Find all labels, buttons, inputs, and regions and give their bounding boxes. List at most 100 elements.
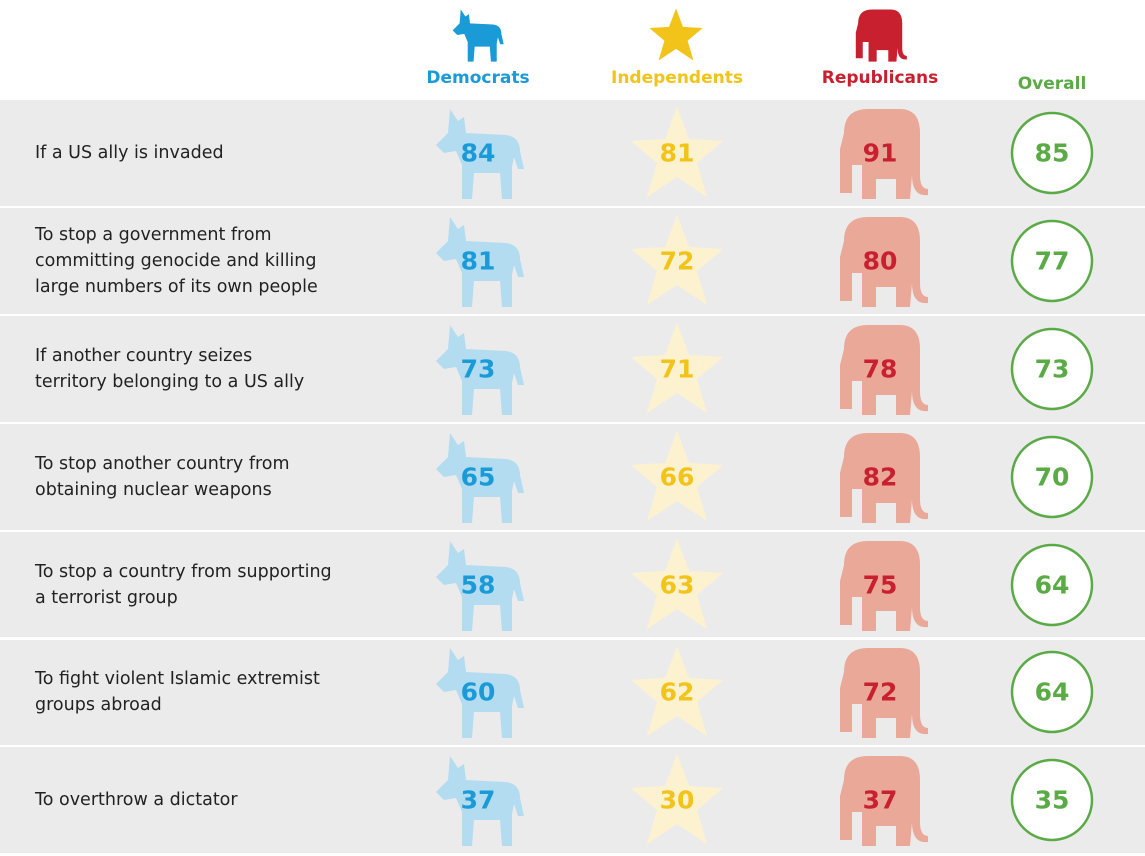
value: 72 xyxy=(659,246,695,276)
label-line: To fight violent Islamic extremist xyxy=(35,669,320,690)
value: 70 xyxy=(1034,462,1070,492)
value: 71 xyxy=(659,354,695,384)
elephant-icon xyxy=(840,216,928,307)
value: 80 xyxy=(862,246,898,276)
label-line: obtaining nuclear weapons xyxy=(35,479,272,500)
donkey-icon xyxy=(436,432,524,523)
value-cell: 58 xyxy=(423,535,533,635)
value-cell: 30 xyxy=(622,750,732,850)
star-icon xyxy=(631,214,723,305)
value-cell: 72 xyxy=(622,211,732,311)
table-row: If another country seizes territory belon… xyxy=(0,315,1145,422)
value: 91 xyxy=(862,138,898,168)
value-cell: 66 xyxy=(622,427,732,527)
header-icon xyxy=(448,6,506,68)
row-label: To fight violent Islamic extremist groups… xyxy=(35,666,320,718)
value-cell: 37 xyxy=(423,750,533,850)
value-cell: 60 xyxy=(423,642,533,742)
row-label: To stop another country from obtaining nu… xyxy=(35,451,290,503)
star-icon xyxy=(631,538,723,629)
table-row: To stop a government from committing geno… xyxy=(0,207,1145,314)
value: 65 xyxy=(460,462,496,492)
donkey-icon xyxy=(436,324,524,415)
value-cell: 73 xyxy=(997,319,1107,419)
value: 37 xyxy=(460,785,496,815)
value: 82 xyxy=(862,462,898,492)
value: 37 xyxy=(862,785,898,815)
value: 81 xyxy=(659,138,695,168)
label-line: a terrorist group xyxy=(35,587,178,608)
value: 30 xyxy=(659,785,695,815)
row-label: If a US ally is invaded xyxy=(35,140,224,166)
star-icon xyxy=(631,106,723,197)
label-line: To stop another country from xyxy=(35,453,290,474)
row-label: If another country seizes territory belon… xyxy=(35,343,304,395)
value-cell: 78 xyxy=(825,319,935,419)
value: 77 xyxy=(1034,246,1070,276)
value-cell: 81 xyxy=(622,103,732,203)
row-label: To stop a country from supporting a terro… xyxy=(35,559,332,611)
value-cell: 73 xyxy=(423,319,533,419)
star-icon xyxy=(631,646,723,737)
column-header: Democrats xyxy=(426,68,530,88)
elephant-icon xyxy=(840,324,928,415)
overall-circle xyxy=(1010,327,1094,410)
column-header: Republicans xyxy=(821,68,939,88)
label-line: committing genocide and killing xyxy=(35,250,317,271)
value-cell: 37 xyxy=(825,750,935,850)
label-line: To stop a government from xyxy=(35,224,272,245)
label-line: large numbers of its own people xyxy=(35,276,318,297)
value-cell: 64 xyxy=(997,535,1107,635)
star-icon xyxy=(631,322,723,413)
overall-circle xyxy=(1010,435,1094,518)
value: 84 xyxy=(460,138,496,168)
table-row: To stop a country from supporting a terro… xyxy=(0,531,1145,638)
row-label: To stop a government from committing geno… xyxy=(35,222,318,300)
donkey-icon xyxy=(436,756,524,847)
value: 73 xyxy=(460,354,496,384)
value-cell: 71 xyxy=(622,319,732,419)
overall-circle xyxy=(1010,651,1094,734)
table-row: To fight violent Islamic extremist groups… xyxy=(0,639,1145,746)
value: 64 xyxy=(1034,570,1070,600)
overall-circle xyxy=(1010,543,1094,626)
value-cell: 81 xyxy=(423,211,533,311)
value: 72 xyxy=(862,677,898,707)
row-label: To overthrow a dictator xyxy=(35,787,238,813)
value-cell: 62 xyxy=(622,642,732,742)
value-cell: 75 xyxy=(825,535,935,635)
value-cell: 70 xyxy=(997,427,1107,527)
value-cell: 85 xyxy=(997,103,1107,203)
header-icon xyxy=(850,6,908,68)
value: 62 xyxy=(659,677,695,707)
label-line: If another country seizes xyxy=(35,345,253,366)
value: 75 xyxy=(862,570,898,600)
value-cell: 72 xyxy=(825,642,935,742)
value-cell: 64 xyxy=(997,642,1107,742)
value-cell: 80 xyxy=(825,211,935,311)
value-cell: 35 xyxy=(997,750,1107,850)
table-row: If a US ally is invaded 84 81 91 85 xyxy=(0,100,1145,206)
table-row: To overthrow a dictator 37 30 37 35 xyxy=(0,747,1145,854)
column-header: Overall xyxy=(1017,74,1087,94)
value: 66 xyxy=(659,462,695,492)
star-icon xyxy=(631,430,723,521)
donkey-icon xyxy=(452,9,504,62)
elephant-icon xyxy=(840,432,928,523)
label-line: To overthrow a dictator xyxy=(35,790,238,811)
value-cell: 84 xyxy=(423,103,533,203)
star-icon xyxy=(649,8,703,61)
donkey-icon xyxy=(436,540,524,631)
value: 81 xyxy=(460,246,496,276)
value: 64 xyxy=(1034,677,1070,707)
donkey-icon xyxy=(436,648,524,739)
donkey-icon xyxy=(436,108,524,199)
header-icon xyxy=(647,6,705,68)
value-cell: 91 xyxy=(825,103,935,203)
value: 78 xyxy=(862,354,898,384)
value: 63 xyxy=(659,570,695,600)
value-cell: 77 xyxy=(997,211,1107,311)
elephant-icon xyxy=(840,648,928,739)
value: 60 xyxy=(460,677,496,707)
